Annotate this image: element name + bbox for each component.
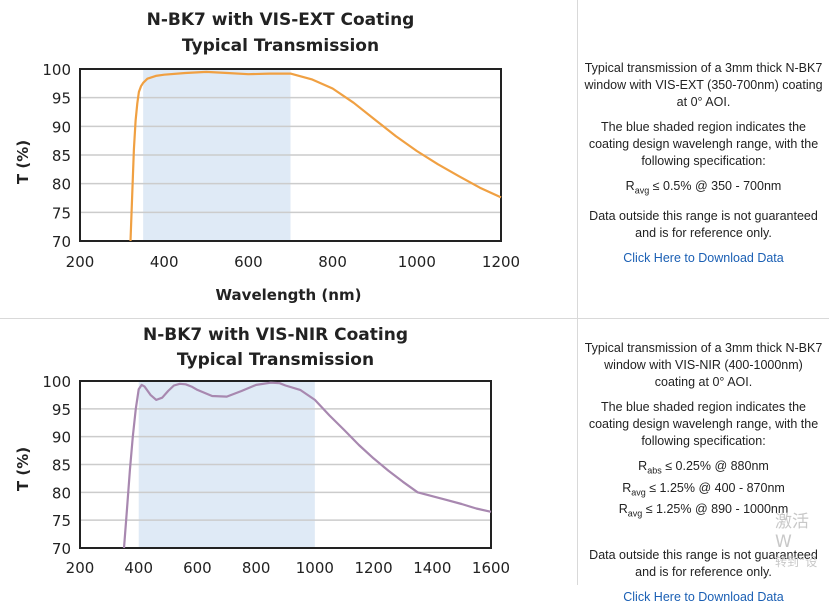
y-tick-label: 95 — [52, 401, 71, 419]
y-tick-label: 70 — [52, 233, 71, 251]
y-tick-label: 90 — [52, 118, 71, 136]
x-tick-label: 800 — [242, 559, 271, 577]
vis-ext-chart: N-BK7 with VIS-EXT Coating Typical Transm… — [14, 10, 520, 304]
vis-nir-chart: N-BK7 with VIS-NIR Coating Typical Transm… — [14, 325, 510, 577]
plot-frame — [79, 380, 492, 549]
y-tick-label: 100 — [42, 373, 71, 391]
spec-line: Ravg ≤ 1.25% @ 400 - 870nm — [622, 480, 785, 498]
chart-subtitle: Typical Transmission — [177, 350, 374, 370]
transmission-curve — [129, 70, 502, 242]
y-tick-label: 90 — [52, 429, 71, 447]
x-tick-label: 1000 — [398, 253, 436, 271]
x-tick-label: 200 — [66, 559, 95, 577]
y-tick-label: 75 — [52, 512, 71, 530]
x-tick-label: 1000 — [296, 559, 334, 577]
y-tick-label: 70 — [52, 540, 71, 558]
vis-nir-intro: Typical transmission of a 3mm thick N-BK… — [584, 341, 823, 389]
vis-nir-download-link[interactable]: Click Here to Download Data — [623, 589, 784, 604]
x-tick-label: 600 — [234, 253, 263, 271]
y-tick-label: 95 — [52, 90, 71, 108]
x-tick-label: 1600 — [472, 559, 510, 577]
transmission-curve — [122, 381, 492, 549]
spec-line: Ravg ≤ 0.5% @ 350 - 700nm — [625, 179, 782, 196]
vis-nir-disclaimer: Data outside this range is not guarantee… — [589, 547, 818, 579]
vis-ext-chart-cell: N-BK7 with VIS-EXT Coating Typical Transm… — [0, 0, 577, 318]
vis-ext-description: Typical transmission of a 3mm thick N-BK… — [577, 0, 829, 318]
vis-nir-panel: N-BK7 with VIS-NIR Coating Typical Transm… — [0, 319, 829, 604]
vis-ext-shaded-note: The blue shaded region indicates the coa… — [588, 120, 819, 168]
vis-nir-chart-cell: N-BK7 with VIS-NIR Coating Typical Transm… — [0, 319, 577, 585]
vis-ext-specs: Ravg ≤ 0.5% @ 350 - 700nm — [584, 178, 823, 200]
x-tick-label: 1200 — [354, 559, 392, 577]
chart-title: N-BK7 with VIS-NIR Coating — [143, 325, 408, 345]
x-tick-label: 800 — [318, 253, 347, 271]
x-tick-label: 600 — [183, 559, 212, 577]
vis-ext-intro: Typical transmission of a 3mm thick N-BK… — [584, 61, 823, 109]
y-tick-label: 80 — [52, 176, 71, 194]
y-tick-label: 75 — [52, 204, 71, 222]
spec-line: Ravg ≤ 1.25% @ 890 - 1000nm — [618, 502, 789, 519]
y-axis-label: T (%) — [14, 140, 32, 184]
chart-title: N-BK7 with VIS-EXT Coating — [147, 10, 415, 30]
x-tick-label: 400 — [150, 253, 179, 271]
vis-nir-shaded-note: The blue shaded region indicates the coa… — [588, 400, 819, 448]
y-tick-label: 80 — [52, 484, 71, 502]
vis-ext-panel: N-BK7 with VIS-EXT Coating Typical Transm… — [0, 0, 829, 319]
plot-frame — [79, 68, 502, 242]
activation-watermark: 激活 W 转到“设 — [775, 512, 818, 569]
y-tick-label: 100 — [42, 61, 71, 79]
y-tick-label: 85 — [52, 147, 71, 165]
x-tick-label: 1400 — [413, 559, 451, 577]
y-tick-label: 85 — [52, 457, 71, 475]
spec-line: Rabs ≤ 0.25% @ 880nm — [638, 459, 769, 476]
vis-nir-description: Typical transmission of a 3mm thick N-BK… — [577, 319, 829, 604]
x-tick-label: 200 — [66, 253, 95, 271]
vis-ext-download-link[interactable]: Click Here to Download Data — [623, 250, 784, 265]
x-tick-label: 400 — [124, 559, 153, 577]
x-tick-label: 1200 — [482, 253, 520, 271]
vis-nir-specs: Rabs ≤ 0.25% @ 880nm Ravg ≤ 1.25% @ 400 … — [584, 458, 823, 523]
y-axis-label: T (%) — [14, 447, 32, 491]
x-axis-label: Wavelength (nm) — [216, 286, 362, 304]
vis-ext-disclaimer: Data outside this range is not guarantee… — [589, 208, 818, 240]
chart-subtitle: Typical Transmission — [182, 36, 379, 56]
